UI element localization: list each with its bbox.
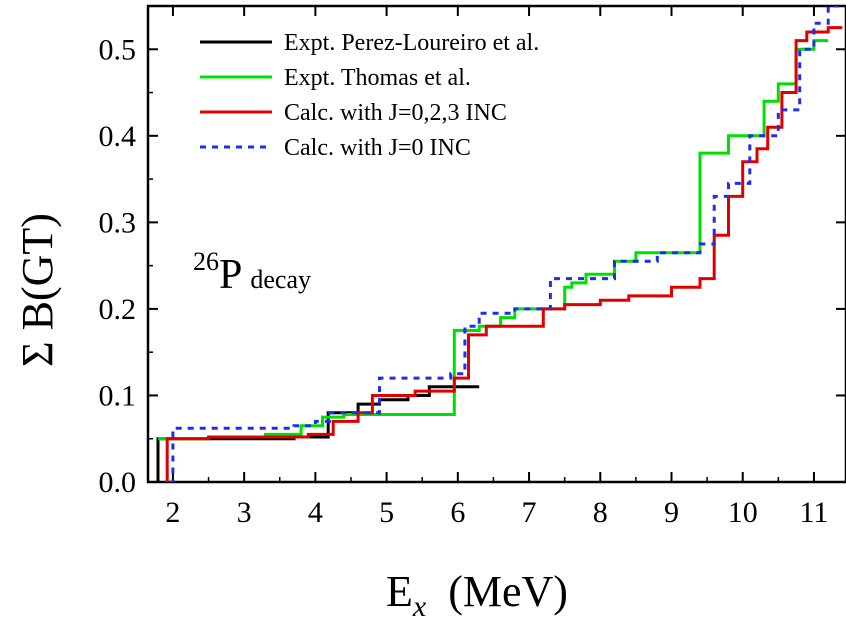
series-line-calc-with-j-0-inc [169,6,843,482]
x-axis-label-main: E [386,567,413,616]
y-axis-label: Σ B(GT) [13,213,62,367]
x-tick-label: 5 [379,496,394,529]
x-axis-label-sub: x [412,590,427,619]
y-tick-label: 0.0 [99,466,137,499]
y-tick-label: 0.2 [99,293,137,326]
x-axis-label: Ex (MeV) [386,567,568,619]
legend-label-calc-with-j-0-2-3-inc: Calc. with J=0,2,3 INC [284,100,507,126]
y-tick-label: 0.4 [99,120,137,153]
legend-label-expt-thomas-et-al: Expt. Thomas et al. [284,65,471,91]
series-line-expt-thomas-et-al [158,39,829,441]
decay-annotation-mass: 26 [193,247,219,276]
series-line-calc-with-j-0-2-3-inc [165,26,843,482]
x-tick-label: 8 [593,496,608,529]
axis-ticks: 2 3 4 5 6 7 8 9 10 11 0.0 0.1 0.2 0.3 0.4 0.5 [99,5,846,529]
x-tick-label: 9 [664,496,679,529]
x-axis-label-unit: (MeV) [448,567,568,616]
decay-annotation: 26P decay [193,247,311,298]
legend: Expt. Perez-Loureiro et al. Expt. Thomas … [200,30,539,161]
x-tick-label: 11 [800,496,829,529]
plot-frame [146,4,846,484]
y-tick-label: 0.3 [99,206,137,239]
x-tick-label: 2 [165,496,180,529]
x-tick-label: 4 [308,496,323,529]
legend-label-calc-with-j-0-inc: Calc. with J=0 INC [284,135,471,161]
y-tick-label: 0.1 [99,379,137,412]
x-tick-label: 10 [728,496,758,529]
x-tick-label: 6 [450,496,465,529]
y-tick-label: 0.5 [99,33,137,66]
decay-annotation-rest: decay [250,265,311,294]
decay-annotation-element: P [219,252,242,298]
x-tick-label: 7 [522,496,537,529]
x-tick-label: 3 [237,496,252,529]
legend-label-expt-perez-loureiro-et-al: Expt. Perez-Loureiro et al. [284,30,539,56]
series-layer [156,6,843,482]
